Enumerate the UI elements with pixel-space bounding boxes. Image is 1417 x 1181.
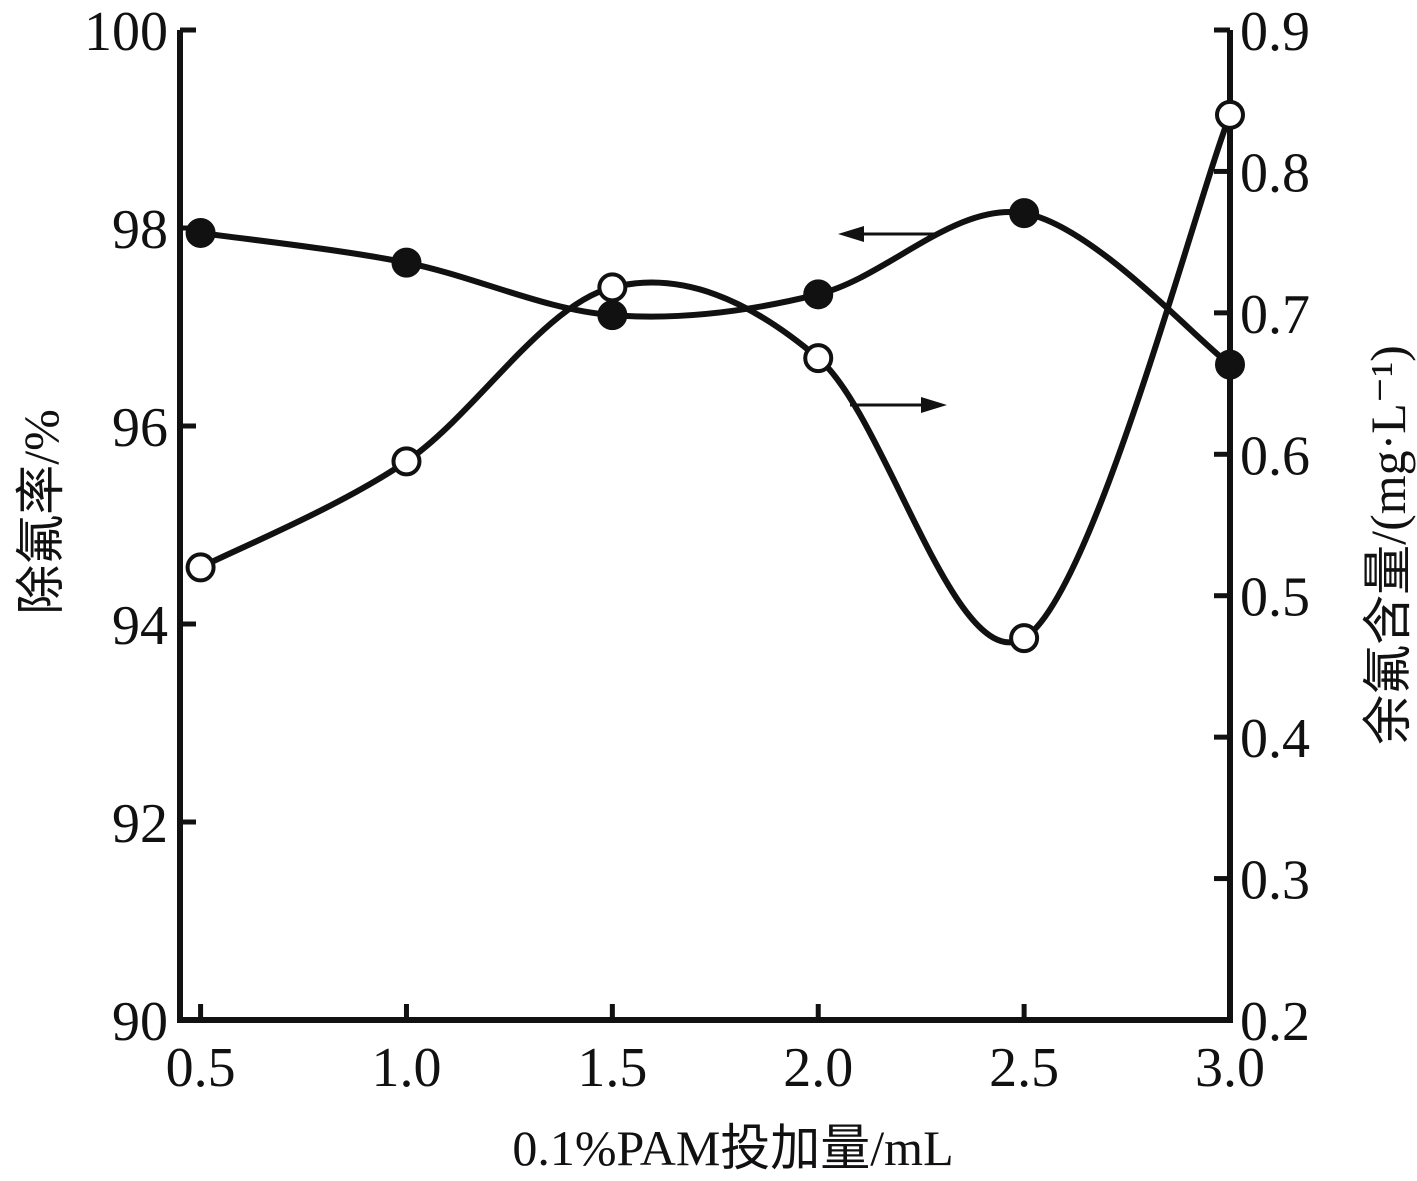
right-y-tick-label: 0.2 xyxy=(1240,991,1310,1053)
right-y-tick-label: 0.4 xyxy=(1240,708,1310,770)
right-axis-series-line xyxy=(199,113,1233,645)
open-data-point xyxy=(803,343,834,374)
x-tick-label: 1.0 xyxy=(371,1037,441,1099)
open-data-point xyxy=(1009,623,1040,654)
right-y-tick-label: 0.7 xyxy=(1240,284,1310,346)
left-axis-series-line xyxy=(200,208,1232,368)
markers-layer xyxy=(185,99,1245,654)
x-tick-label: 2.0 xyxy=(783,1037,853,1099)
right-y-axis-label: 余氟含量/(mg·L⁻¹) xyxy=(1360,345,1416,745)
right-y-tick-label: 0.5 xyxy=(1240,567,1310,629)
left-y-tick-label: 92 xyxy=(112,793,168,855)
axes xyxy=(177,30,1233,1023)
filled-data-point xyxy=(391,247,422,278)
right-series-arrowhead xyxy=(921,397,947,413)
right-y-tick-label: 0.8 xyxy=(1240,142,1310,204)
x-tick-label: 2.5 xyxy=(989,1037,1059,1099)
series-arrows xyxy=(838,226,947,413)
open-data-point xyxy=(597,272,628,303)
ticks-layer: 0.5 1.0 1.5 2.0 2.5 3.0 90 92 94 96 98 100 0.2 0.3 0.4… xyxy=(84,1,1310,1099)
x-tick-label: 1.5 xyxy=(577,1037,647,1099)
left-y-tick-label: 98 xyxy=(112,199,168,261)
left-y-tick-label: 94 xyxy=(112,595,168,657)
filled-data-point xyxy=(1009,198,1040,229)
filled-data-point xyxy=(1215,349,1245,380)
open-data-point xyxy=(391,446,422,477)
left-y-axis-label: 除氟率/% xyxy=(13,409,69,615)
right-y-tick-label: 0.3 xyxy=(1240,850,1310,912)
x-tick-label: 0.5 xyxy=(166,1037,236,1099)
left-y-tick-label: 96 xyxy=(112,397,168,459)
left-series-arrowhead xyxy=(838,226,864,242)
filled-data-point xyxy=(597,300,628,331)
filled-data-point xyxy=(803,279,834,310)
open-data-point xyxy=(1215,99,1245,130)
filled-data-point xyxy=(185,217,216,248)
right-y-tick-label: 0.9 xyxy=(1240,1,1310,63)
right-y-tick-label: 0.6 xyxy=(1240,425,1310,487)
curves-layer xyxy=(199,113,1233,645)
left-y-tick-label: 90 xyxy=(112,991,168,1053)
x-tick-label: 3.0 xyxy=(1195,1037,1265,1099)
left-y-tick-label: 100 xyxy=(84,1,168,63)
open-data-point xyxy=(185,552,216,583)
x-axis-label: 0.1%PAM投加量/mL xyxy=(512,1120,953,1176)
